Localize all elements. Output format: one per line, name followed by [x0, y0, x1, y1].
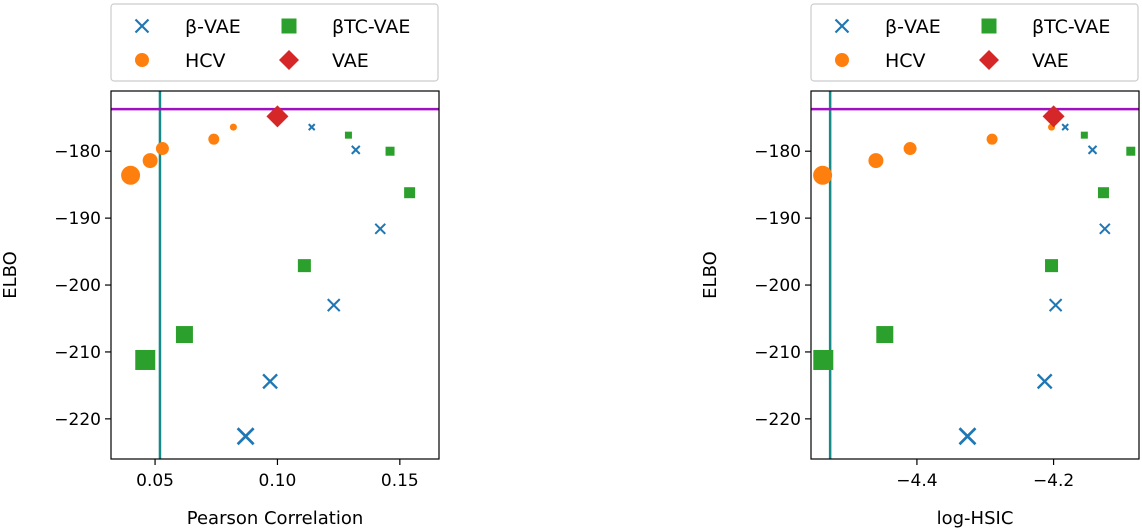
y-tick-label: −180: [754, 142, 801, 162]
legend-hcv-label: HCV: [885, 50, 926, 72]
legend-vae-marker: [279, 50, 299, 70]
beta-vae-point: [1036, 373, 1053, 390]
hcv-point: [868, 153, 884, 169]
hcv-point: [813, 165, 833, 185]
y-tick-label: −200: [754, 276, 801, 296]
x-axis-label: Pearson Correlation: [187, 508, 364, 529]
beta-tc-vae-point: [813, 349, 834, 370]
x-tick-label: 0.05: [136, 471, 174, 491]
x-axis-label: log-HSIC: [937, 508, 1014, 529]
beta-vae-point: [351, 145, 361, 155]
beta-vae-point: [1099, 223, 1111, 235]
legend-beta-vae-label: β-VAE: [185, 16, 241, 38]
legend-beta-vae-label: β-VAE: [885, 16, 941, 38]
legend-vae-marker: [979, 50, 999, 70]
x-tick-label: 0.10: [259, 471, 297, 491]
legend-vae-label: VAE: [1032, 50, 1069, 72]
beta-vae-point: [958, 427, 977, 446]
axes-frame: [810, 90, 1140, 460]
legend-hcv-marker: [835, 53, 849, 67]
beta-vae-point: [327, 298, 341, 312]
y-tick-label: −200: [54, 276, 101, 296]
beta-tc-vae-point: [876, 326, 894, 344]
y-tick-label: −220: [54, 410, 101, 430]
beta-vae-point: [1087, 145, 1098, 155]
right-panel-hsic: −4.4 −4.2 −180 −190 −200 −210 −220 log-HSIC ELBO…: [700, 3, 1140, 529]
legend: β-VAE βTC-VAE HCV VAE: [810, 3, 1139, 82]
beta-vae-point: [374, 223, 386, 235]
y-tick-label: −210: [754, 343, 801, 363]
beta-tc-vae-point: [1097, 187, 1109, 199]
beta-tc-vae-point: [1045, 259, 1059, 273]
beta-tc-vae-point: [297, 259, 311, 273]
legend-box: [110, 3, 439, 82]
legend-hcv-marker: [135, 53, 149, 67]
hcv-point: [142, 153, 158, 169]
legend-beta-tc-vae-marker: [281, 18, 297, 34]
vae-point: [266, 105, 289, 128]
vae-point: [1042, 105, 1065, 128]
hcv-point: [155, 142, 169, 156]
legend-beta-tc-vae-label: βTC-VAE: [1032, 16, 1110, 38]
y-tick-label: −220: [754, 410, 801, 430]
x-tick-label: 0.15: [381, 471, 419, 491]
legend-box: [810, 3, 1139, 82]
y-axis-label: ELBO: [0, 251, 21, 299]
y-tick-label: −190: [754, 209, 801, 229]
plot-area: [111, 91, 439, 459]
beta-vae-point: [1061, 123, 1069, 131]
legend-vae-label: VAE: [332, 50, 369, 72]
legend: β-VAE βTC-VAE HCV VAE: [110, 3, 439, 82]
x-tick-label: −4.2: [1033, 471, 1074, 491]
hcv-point: [121, 165, 141, 185]
beta-vae-point: [308, 123, 316, 131]
legend-beta-vae-marker: [834, 18, 850, 34]
beta-tc-vae-point: [404, 187, 416, 199]
legend-beta-tc-vae-label: βTC-VAE: [332, 16, 410, 38]
beta-tc-vae-point: [385, 146, 395, 156]
legend-beta-vae-marker: [134, 18, 150, 34]
beta-tc-vae-point: [344, 131, 352, 139]
y-tick-label: −190: [54, 209, 101, 229]
y-tick-label: −180: [54, 142, 101, 162]
beta-tc-vae-point: [1080, 131, 1088, 139]
beta-tc-vae-point: [1126, 146, 1136, 156]
legend-beta-tc-vae-marker: [981, 18, 997, 34]
x-tick-label: −4.4: [896, 471, 937, 491]
beta-vae-point: [1048, 298, 1063, 312]
left-panel-pearson: 0.05 0.10 0.15 −180 −190 −200 −210 −220 Pearson …: [0, 3, 440, 529]
beta-tc-vae-point: [175, 326, 193, 344]
hcv-point: [229, 123, 237, 131]
hcv-point: [903, 142, 917, 156]
y-tick-label: −210: [54, 343, 101, 363]
beta-vae-point: [236, 427, 255, 446]
plot-area: [811, 91, 1139, 459]
legend-hcv-label: HCV: [185, 50, 226, 72]
beta-vae-point: [262, 373, 278, 390]
hcv-point: [208, 133, 220, 145]
y-axis-label: ELBO: [700, 251, 721, 299]
axes-frame: [110, 90, 440, 460]
hcv-point: [986, 133, 998, 145]
beta-tc-vae-point: [135, 349, 156, 370]
